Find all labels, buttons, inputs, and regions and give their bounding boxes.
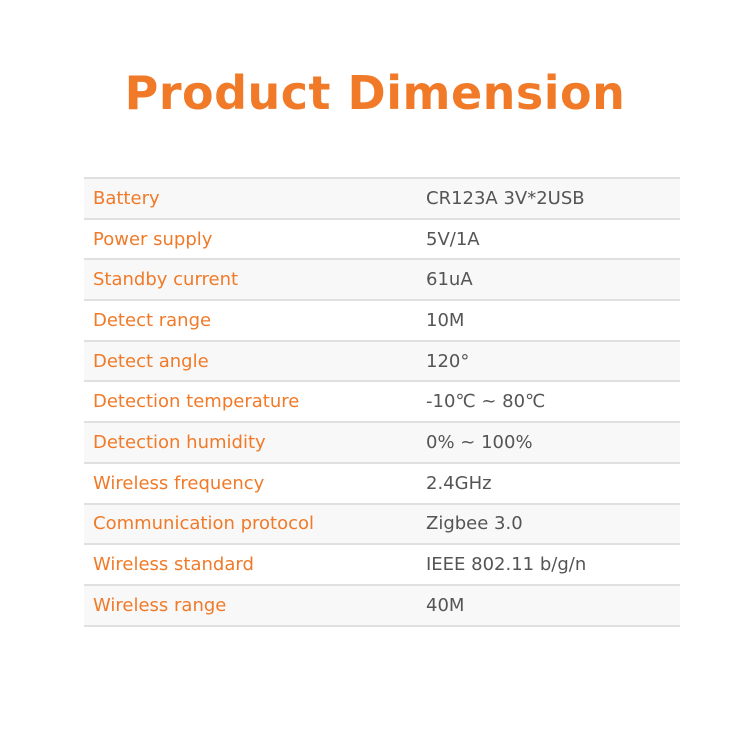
spec-label: Detect angle bbox=[93, 350, 209, 372]
spec-row: Detect range 10M bbox=[84, 301, 680, 342]
spec-value: IEEE 802.11 b/g/n bbox=[426, 554, 587, 576]
spec-value: 5V/1A bbox=[426, 228, 480, 250]
spec-label: Battery bbox=[93, 187, 160, 209]
spec-row: Detect angle 120° bbox=[84, 341, 680, 383]
spec-row: Wireless frequency 2.4GHz bbox=[84, 464, 680, 505]
spec-label: Wireless range bbox=[93, 594, 227, 616]
spec-value: 0% ~ 100% bbox=[426, 431, 533, 453]
spec-row: Wireless standard IEEE 802.11 b/g/n bbox=[84, 545, 680, 586]
spec-row: Detection temperature -10℃ ~ 80℃ bbox=[84, 382, 680, 424]
spec-label: Standby current bbox=[93, 269, 239, 291]
spec-value: -10℃ ~ 80℃ bbox=[426, 391, 546, 413]
page-title: Product Dimension bbox=[124, 66, 626, 120]
spec-label: Wireless standard bbox=[93, 554, 254, 576]
spec-label: Detection temperature bbox=[93, 391, 300, 413]
spec-label: Communication protocol bbox=[93, 513, 315, 535]
spec-value: 10M bbox=[426, 309, 465, 331]
spec-label: Power supply bbox=[93, 228, 213, 250]
spec-label: Detection humidity bbox=[93, 431, 266, 453]
spec-label: Detect range bbox=[93, 309, 212, 331]
spec-value: Zigbee 3.0 bbox=[426, 513, 523, 535]
spec-row: Power supply 5V/1A bbox=[84, 220, 680, 261]
spec-row: Wireless range 40M bbox=[84, 585, 680, 627]
spec-row: Battery CR123A 3V*2USB bbox=[84, 179, 680, 220]
spec-row: Detection humidity 0% ~ 100% bbox=[84, 423, 680, 464]
spec-value: 61uA bbox=[426, 269, 473, 291]
spec-value: CR123A 3V*2USB bbox=[426, 187, 585, 209]
spec-table: Battery CR123A 3V*2USB Power supply 5V/1A St… bbox=[84, 177, 680, 627]
spec-row: Standby current 61uA bbox=[84, 260, 680, 302]
spec-value: 40M bbox=[426, 594, 465, 616]
spec-label: Wireless frequency bbox=[93, 472, 265, 494]
spec-value: 120° bbox=[426, 350, 470, 372]
spec-value: 2.4GHz bbox=[426, 472, 492, 494]
spec-row: Communication protocol Zigbee 3.0 bbox=[84, 504, 680, 546]
